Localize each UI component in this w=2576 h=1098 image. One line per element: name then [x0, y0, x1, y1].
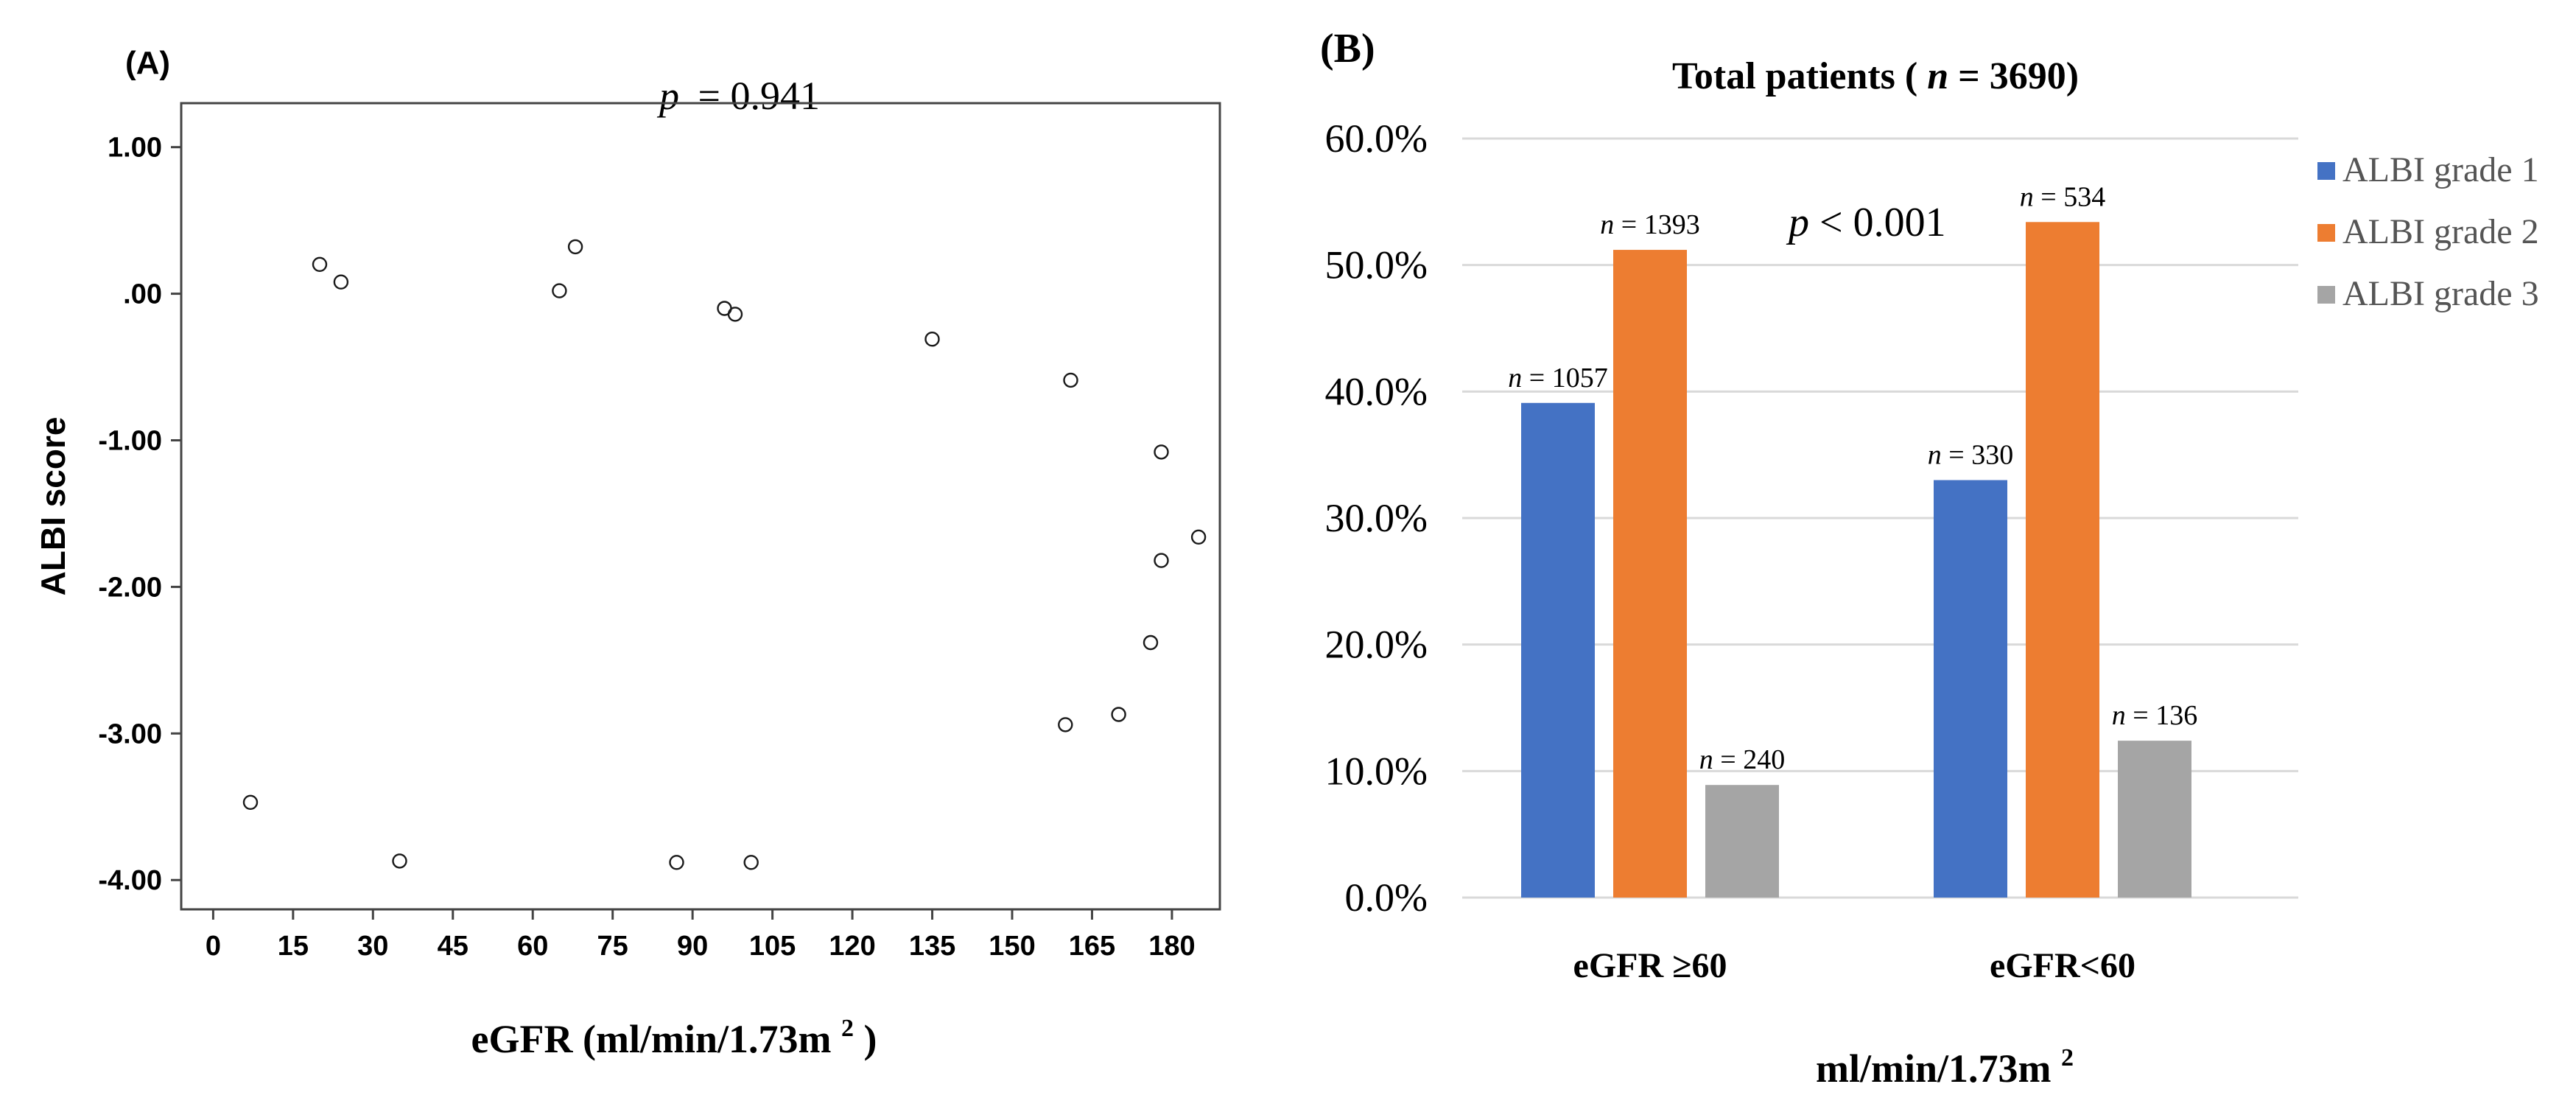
scatter-point — [1143, 634, 1159, 651]
legend-swatch — [2317, 162, 2335, 180]
x-category-label: eGFR<60 — [1990, 946, 2135, 985]
x-tick-label: 30 — [357, 931, 388, 962]
panel-b-title-n: n — [1927, 55, 1948, 97]
bar — [1521, 402, 1595, 898]
panel-b-label: (B) — [1320, 26, 1375, 71]
legend-swatch — [2317, 286, 2335, 304]
panel-b-p-number: < 0.001 — [1819, 200, 1946, 245]
x-tick-label: 0 — [206, 931, 221, 962]
x-tick-label: 75 — [597, 931, 628, 962]
panel-b-title-end: = 3690) — [1958, 55, 2079, 97]
scatter-point — [1058, 717, 1073, 732]
bar — [1705, 785, 1779, 898]
panel-a-y-axis-label: ALBI score — [34, 417, 72, 596]
panel-b-bar-labels: n = 1057 n = 330 n = 1393 n = 534 n = 240 n =… — [1508, 181, 2197, 775]
panel-b-x-axis-label: ml/min/1.73m 2 — [1816, 1044, 2074, 1091]
panel-a-scatter-plot: (A) p = 0.941 1.00 .00 -1.00 -2.00 -3.00 -4.0… — [34, 45, 1221, 1061]
bar-data-label: n = 1393 — [1600, 209, 1699, 240]
bar-data-label: n = 136 — [2112, 700, 2197, 731]
y-tick-label: -4.00 — [98, 865, 162, 896]
scatter-point — [1154, 553, 1169, 568]
legend-label: ALBI grade 3 — [2342, 274, 2539, 313]
scatter-point — [669, 855, 684, 870]
scatter-point — [242, 794, 259, 811]
scatter-point — [567, 239, 583, 255]
y-tick-label: .00 — [123, 279, 162, 310]
bar-data-label: n = 330 — [1928, 440, 2013, 471]
scatter-point — [924, 332, 940, 347]
scatter-point — [1190, 529, 1207, 545]
y-tick-label: 60.0% — [1325, 116, 1428, 161]
panel-a-y-axis: 1.00 .00 -1.00 -2.00 -3.00 -4.00 — [98, 133, 181, 896]
bar-data-label: n = 534 — [2020, 181, 2105, 212]
bar — [2026, 222, 2099, 898]
y-tick-label: 10.0% — [1325, 749, 1428, 793]
y-tick-label: 20.0% — [1325, 623, 1428, 667]
bar — [2118, 741, 2191, 898]
y-tick-label: 0.0% — [1345, 875, 1428, 920]
scatter-point — [312, 256, 328, 272]
panel-a-x-axis: 0 15 30 45 60 75 90 105 120 135 150 165 180 — [206, 909, 1196, 962]
y-tick-label: 1.00 — [108, 133, 162, 164]
panel-b-x-axis: eGFR ≥60 eGFR<60 — [1573, 946, 2135, 985]
x-tick-label: 120 — [829, 931, 875, 962]
panel-a-p-number: = 0.941 — [698, 74, 820, 118]
panel-a-x-axis-label-superscript: 2 — [841, 1015, 854, 1042]
scatter-point — [552, 283, 567, 298]
panel-a-p-symbol: p — [656, 74, 679, 118]
panel-a-x-axis-label-main: eGFR (ml/min/1.73m — [471, 1017, 832, 1061]
scatter-point — [743, 855, 759, 870]
legend-label: ALBI grade 1 — [2342, 150, 2539, 189]
panel-b-legend: ALBI grade 1 ALBI grade 2 ALBI grade 3 — [2317, 150, 2539, 313]
y-tick-label: -2.00 — [98, 572, 162, 603]
x-tick-label: 105 — [749, 931, 796, 962]
x-tick-label: 135 — [909, 931, 955, 962]
panel-b-y-axis: 0.0% 10.0% 20.0% 30.0% 40.0% 50.0% 60.0% — [1325, 116, 1428, 920]
y-tick-label: -3.00 — [98, 718, 162, 749]
x-tick-label: 90 — [677, 931, 708, 962]
x-tick-label: 60 — [517, 931, 548, 962]
panel-b-x-axis-label-superscript: 2 — [2061, 1044, 2074, 1071]
x-tick-label: 150 — [989, 931, 1035, 962]
panel-b-title: Total patients ( n = 3690) — [1672, 55, 2079, 97]
x-category-label: eGFR ≥60 — [1573, 946, 1727, 985]
legend-label: ALBI grade 2 — [2342, 212, 2539, 251]
y-tick-label: -1.00 — [98, 425, 162, 456]
bar — [1934, 480, 2007, 898]
legend-swatch — [2317, 224, 2335, 242]
panel-b-gridlines — [1462, 137, 2298, 899]
scatter-point — [392, 853, 407, 869]
panel-a-plot-frame — [180, 102, 1221, 911]
bar-data-label: n = 240 — [1699, 744, 1785, 775]
scatter-point — [333, 274, 349, 290]
x-tick-label: 15 — [278, 931, 309, 962]
x-tick-label: 165 — [1069, 931, 1115, 962]
y-tick-label: 30.0% — [1325, 496, 1428, 540]
panel-b-p-value: p < 0.001 — [1786, 200, 1946, 245]
panel-b-bar-chart: (B) Total patients ( n = 3690) 0.0% 10.0%… — [1320, 26, 2539, 1091]
y-tick-label: 40.0% — [1325, 369, 1428, 413]
x-tick-label: 180 — [1148, 931, 1195, 962]
scatter-point — [727, 307, 743, 322]
panel-a-p-value: p = 0.941 — [656, 74, 820, 118]
panel-b-title-main: Total patients ( — [1672, 55, 1917, 97]
scatter-point — [1154, 444, 1169, 460]
panel-a-data-points — [242, 239, 1207, 870]
scatter-point — [1063, 372, 1078, 388]
y-tick-label: 50.0% — [1325, 243, 1428, 287]
panel-a-x-axis-label-end: ) — [863, 1017, 877, 1061]
panel-b-x-axis-label-main: ml/min/1.73m — [1816, 1046, 2052, 1091]
panel-b-bars — [1521, 222, 2191, 898]
panel-b-p-symbol: p — [1786, 200, 1809, 245]
x-tick-label: 45 — [438, 931, 468, 962]
bar — [1613, 250, 1687, 898]
scatter-point — [1111, 707, 1126, 722]
bar-data-label: n = 1057 — [1508, 363, 1607, 394]
panel-a-x-axis-label: eGFR (ml/min/1.73m 2 ) — [471, 1001, 877, 1061]
panel-a-label: (A) — [125, 45, 170, 81]
